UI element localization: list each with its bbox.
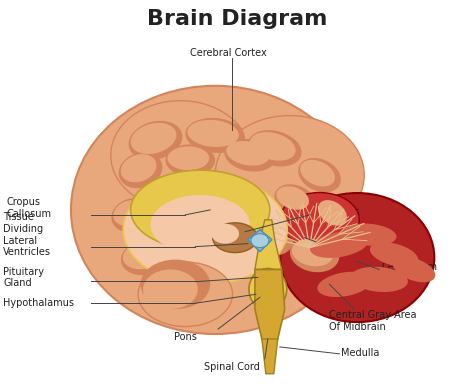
Ellipse shape <box>274 184 315 216</box>
Ellipse shape <box>187 120 239 147</box>
Polygon shape <box>248 230 272 251</box>
Ellipse shape <box>310 231 369 258</box>
Ellipse shape <box>211 224 239 244</box>
Ellipse shape <box>185 118 245 153</box>
Ellipse shape <box>121 154 156 182</box>
Ellipse shape <box>224 139 275 172</box>
Text: Central Gray Area
Of Midbrain: Central Gray Area Of Midbrain <box>329 310 417 332</box>
Polygon shape <box>255 269 285 359</box>
Polygon shape <box>255 220 282 269</box>
Ellipse shape <box>213 223 257 253</box>
Ellipse shape <box>226 141 270 166</box>
Ellipse shape <box>316 198 353 231</box>
Ellipse shape <box>165 144 215 176</box>
Ellipse shape <box>143 269 198 309</box>
Text: Brain Diagram: Brain Diagram <box>147 9 327 29</box>
Ellipse shape <box>111 100 250 210</box>
Ellipse shape <box>173 237 228 272</box>
Text: Spinal Cord: Spinal Cord <box>204 362 260 372</box>
Text: Pituitary
Gland: Pituitary Gland <box>3 267 45 288</box>
Ellipse shape <box>251 234 269 248</box>
Ellipse shape <box>151 195 250 255</box>
Ellipse shape <box>118 152 163 188</box>
Ellipse shape <box>318 272 371 297</box>
Ellipse shape <box>292 239 333 266</box>
Ellipse shape <box>148 209 192 240</box>
Text: Cerebral Cortex: Cerebral Cortex <box>190 48 267 58</box>
Ellipse shape <box>71 86 359 334</box>
Ellipse shape <box>248 130 301 167</box>
Ellipse shape <box>251 234 269 248</box>
Ellipse shape <box>290 237 339 272</box>
Text: Hypothalamus: Hypothalamus <box>3 298 74 308</box>
Ellipse shape <box>121 240 170 275</box>
Ellipse shape <box>113 200 144 226</box>
Ellipse shape <box>276 186 309 210</box>
Text: Midbrain: Midbrain <box>318 235 360 245</box>
Ellipse shape <box>280 193 434 322</box>
Ellipse shape <box>298 158 341 192</box>
Ellipse shape <box>123 242 164 269</box>
Ellipse shape <box>123 175 287 284</box>
Ellipse shape <box>248 225 288 250</box>
Ellipse shape <box>215 116 364 235</box>
Ellipse shape <box>250 132 296 161</box>
Polygon shape <box>248 230 272 251</box>
Ellipse shape <box>111 198 150 231</box>
Text: Cropus
Callosum: Cropus Callosum <box>6 197 51 219</box>
Text: Thalamus: Thalamus <box>311 207 359 217</box>
Text: Medulla: Medulla <box>341 348 380 358</box>
Ellipse shape <box>131 170 270 249</box>
Ellipse shape <box>141 260 210 309</box>
Ellipse shape <box>350 267 408 292</box>
Text: Tissue
Dividing
Lateral
Ventricles: Tissue Dividing Lateral Ventricles <box>3 212 51 257</box>
Ellipse shape <box>150 211 186 234</box>
Ellipse shape <box>318 200 347 226</box>
Ellipse shape <box>175 239 221 266</box>
Ellipse shape <box>370 242 418 267</box>
Text: Pons: Pons <box>174 332 197 342</box>
Ellipse shape <box>131 123 176 154</box>
Polygon shape <box>262 339 278 374</box>
Ellipse shape <box>392 256 435 282</box>
Ellipse shape <box>138 262 233 326</box>
Ellipse shape <box>280 192 359 247</box>
Ellipse shape <box>128 121 182 160</box>
Ellipse shape <box>249 269 287 310</box>
Ellipse shape <box>342 224 396 246</box>
Text: Cerebellum: Cerebellum <box>381 262 437 273</box>
Ellipse shape <box>300 160 335 187</box>
Ellipse shape <box>167 146 209 170</box>
Ellipse shape <box>246 223 293 256</box>
